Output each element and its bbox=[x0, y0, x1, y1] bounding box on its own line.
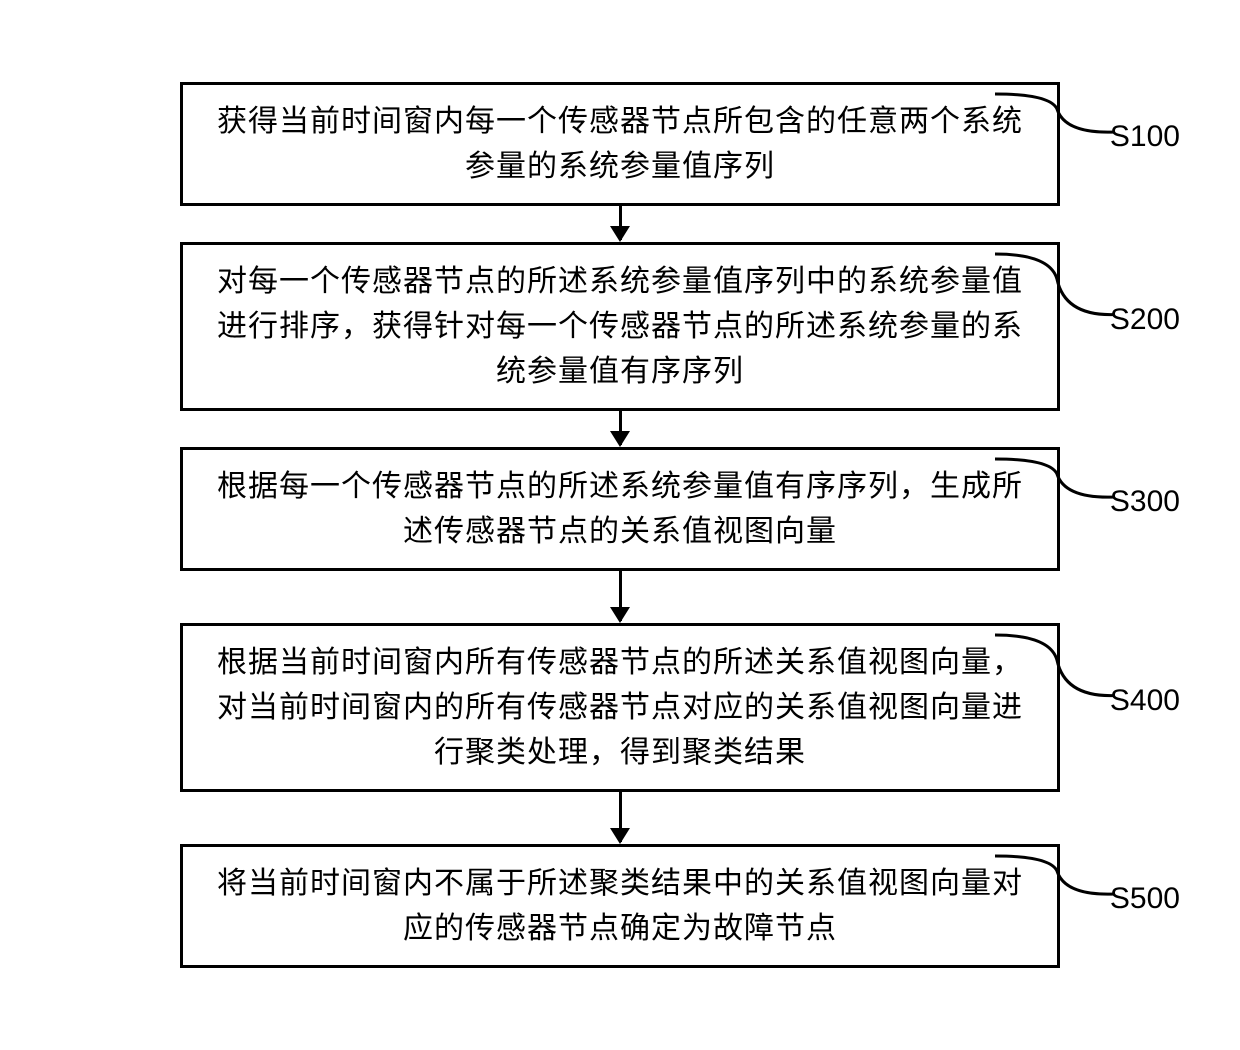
flowchart-step-s500: 将当前时间窗内不属于所述聚类结果中的关系值视图向量对应的传感器节点确定为故障节点… bbox=[70, 844, 1170, 968]
flowchart-step-s200: 对每一个传感器节点的所述系统参量值序列中的系统参量值进行排序，获得针对每一个传感… bbox=[70, 242, 1170, 411]
flowchart-step-s300: 根据每一个传感器节点的所述系统参量值有序序列，生成所述传感器节点的关系值视图向量… bbox=[70, 447, 1170, 571]
step-box: 根据每一个传感器节点的所述系统参量值有序序列，生成所述传感器节点的关系值视图向量 bbox=[180, 447, 1060, 571]
arrow-head-icon bbox=[610, 226, 630, 242]
step-label: S100 bbox=[1110, 120, 1180, 154]
arrow-head-icon bbox=[610, 607, 630, 623]
step-text: 对每一个传感器节点的所述系统参量值序列中的系统参量值进行排序，获得针对每一个传感… bbox=[213, 259, 1027, 394]
label-connector bbox=[995, 844, 1115, 968]
step-label: S500 bbox=[1110, 882, 1180, 916]
step-label: S300 bbox=[1110, 485, 1180, 519]
flowchart-arrow bbox=[70, 571, 1170, 623]
step-text: 根据每一个传感器节点的所述系统参量值有序序列，生成所述传感器节点的关系值视图向量 bbox=[213, 464, 1027, 554]
step-label: S200 bbox=[1110, 303, 1180, 337]
flowchart-arrow bbox=[70, 411, 1170, 447]
step-text: 根据当前时间窗内所有传感器节点的所述关系值视图向量，对当前时间窗内的所有传感器节… bbox=[213, 640, 1027, 775]
label-connector bbox=[995, 242, 1115, 411]
flowchart-step-s400: 根据当前时间窗内所有传感器节点的所述关系值视图向量，对当前时间窗内的所有传感器节… bbox=[70, 623, 1170, 792]
arrow-head-icon bbox=[610, 431, 630, 447]
step-text: 将当前时间窗内不属于所述聚类结果中的关系值视图向量对应的传感器节点确定为故障节点 bbox=[213, 861, 1027, 951]
flowchart-container: 获得当前时间窗内每一个传感器节点所包含的任意两个系统参量的系统参量值序列S100… bbox=[70, 82, 1170, 968]
label-connector bbox=[995, 623, 1115, 792]
flowchart-arrow bbox=[70, 206, 1170, 242]
label-connector bbox=[995, 447, 1115, 571]
step-box: 根据当前时间窗内所有传感器节点的所述关系值视图向量，对当前时间窗内的所有传感器节… bbox=[180, 623, 1060, 792]
flowchart-step-s100: 获得当前时间窗内每一个传感器节点所包含的任意两个系统参量的系统参量值序列S100 bbox=[70, 82, 1170, 206]
step-label: S400 bbox=[1110, 684, 1180, 718]
flowchart-arrow bbox=[70, 792, 1170, 844]
step-box: 获得当前时间窗内每一个传感器节点所包含的任意两个系统参量的系统参量值序列 bbox=[180, 82, 1060, 206]
arrow-head-icon bbox=[610, 828, 630, 844]
step-text: 获得当前时间窗内每一个传感器节点所包含的任意两个系统参量的系统参量值序列 bbox=[213, 99, 1027, 189]
step-box: 对每一个传感器节点的所述系统参量值序列中的系统参量值进行排序，获得针对每一个传感… bbox=[180, 242, 1060, 411]
label-connector bbox=[995, 82, 1115, 206]
step-box: 将当前时间窗内不属于所述聚类结果中的关系值视图向量对应的传感器节点确定为故障节点 bbox=[180, 844, 1060, 968]
